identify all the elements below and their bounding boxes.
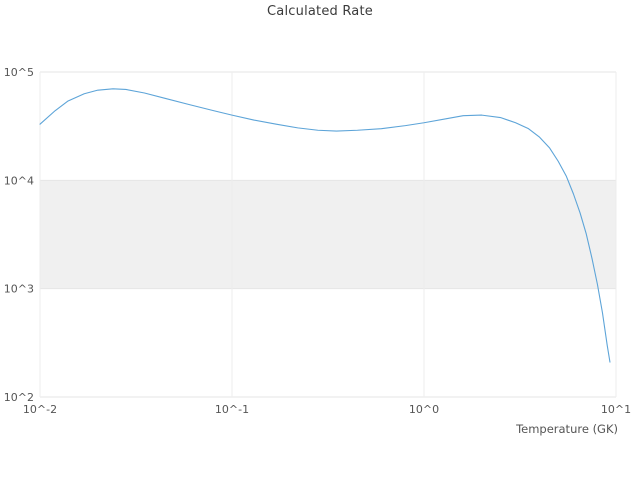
y-tick-label: 10^5 <box>4 66 34 79</box>
y-tick-label: 10^2 <box>4 391 34 404</box>
band-annotation <box>40 180 616 289</box>
rate-line <box>39 88 611 363</box>
x-tick-label: 10^1 <box>601 403 631 416</box>
chart-title: Calculated Rate <box>267 4 373 19</box>
x-axis-label: Temperature (GK) <box>516 422 618 436</box>
x-tick-label: 10^0 <box>409 403 439 416</box>
x-tick-label: 10^-1 <box>215 403 249 416</box>
y-tick-label: 10^3 <box>4 283 34 296</box>
x-tick-label: 10^-2 <box>23 403 57 416</box>
y-tick-label: 10^4 <box>4 174 34 187</box>
